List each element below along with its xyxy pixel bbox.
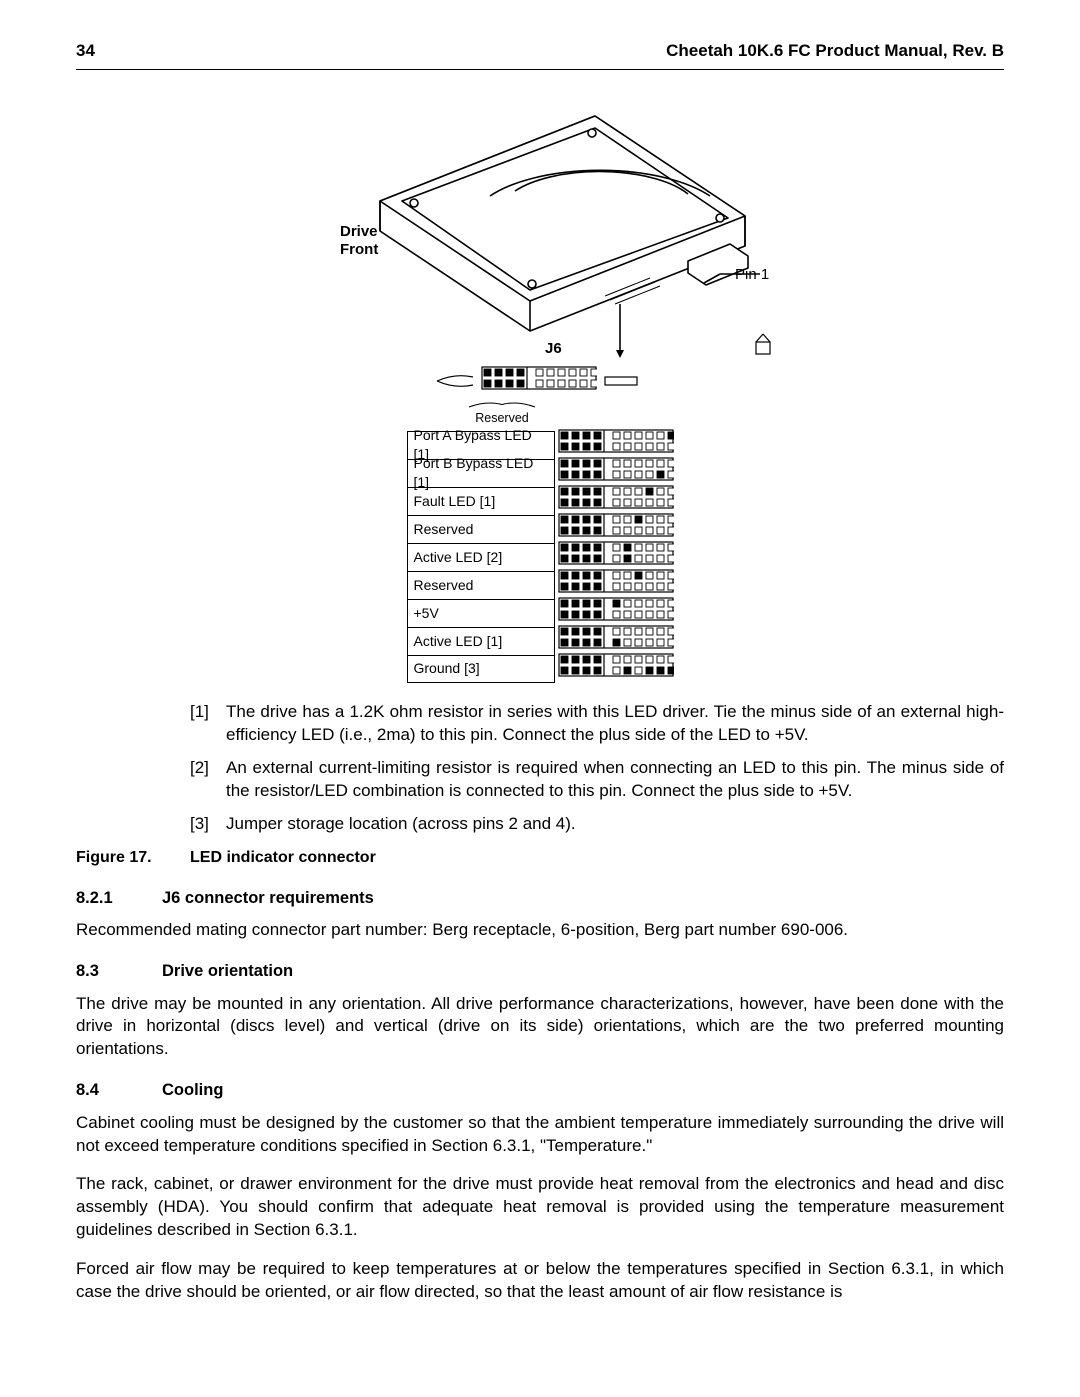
pin-row-label: Port B Bypass LED [1] [407,459,555,487]
note-number: [3] [190,813,226,836]
figure-number: Figure 17. [76,847,190,869]
figure-17: Drive Front J6 Pin 1 Reserved [76,106,1004,683]
page-header: 34 Cheetah 10K.6 FC Product Manual, Rev.… [76,40,1004,70]
j6-top-pattern [481,366,597,397]
section-8-2-1-head: 8.2.1 J6 connector requirements [76,887,1004,909]
figure-notes: [1]The drive has a 1.2K ohm resistor in … [190,701,1004,836]
label-front: Front [340,241,378,258]
note-text: Jumper storage location (across pins 2 a… [226,813,1004,836]
pin-row-pattern [558,485,674,516]
pin-row: Fault LED [1] [407,487,674,515]
section-8-3-head: 8.3 Drive orientation [76,960,1004,982]
pin-row-label: Reserved [407,571,555,599]
figure-title: LED indicator connector [190,847,376,869]
drive-isometric-diagram: Drive Front J6 Pin 1 [290,106,790,366]
pin-row-pattern [558,625,674,656]
pin-row-label: Active LED [1] [407,627,555,655]
pin-row: Ground [3] [407,655,674,683]
pin-row: Reserved [407,515,674,543]
pin-row-label: +5V [407,599,555,627]
note-text: The drive has a 1.2K ohm resistor in ser… [226,701,1004,747]
pin-row-pattern [558,513,674,544]
pin-row-pattern [558,597,674,628]
note-number: [1] [190,701,226,747]
j6-block [435,366,645,397]
pin-row-label: Fault LED [1] [407,487,555,515]
label-pin1: Pin 1 [735,266,769,283]
pin-row: Active LED [2] [407,543,674,571]
brace-icon [467,399,537,409]
label-j6: J6 [545,340,562,357]
section-8-2-1-body: Recommended mating connector part number… [76,919,1004,942]
pin-row: +5V [407,599,674,627]
figure-note: [3]Jumper storage location (across pins … [190,813,1004,836]
section-8-4-body-1: Cabinet cooling must be designed by the … [76,1112,1004,1158]
note-number: [2] [190,757,226,803]
pin-row-label: Reserved [407,515,555,543]
pin-row-pattern [558,429,674,460]
pin-legend: Port A Bypass LED [1]Port B Bypass LED [… [407,431,674,683]
label-drive: Drive [340,223,378,240]
pin-row-label: Ground [3] [407,655,555,683]
section-8-4-body-2: The rack, cabinet, or drawer environment… [76,1173,1004,1242]
pin-row-pattern [558,541,674,572]
pin-row-label: Active LED [2] [407,543,555,571]
page-number: 34 [76,40,95,63]
section-8-4-body-3: Forced air flow may be required to keep … [76,1258,1004,1304]
pin-row: Port B Bypass LED [1] [407,459,674,487]
section-8-3-body: The drive may be mounted in any orientat… [76,993,1004,1062]
brace-left-icon [435,367,475,395]
figure-note: [2]An external current-limiting resistor… [190,757,1004,803]
figure-caption: Figure 17. LED indicator connector [76,847,1004,869]
page-container: 34 Cheetah 10K.6 FC Product Manual, Rev.… [0,0,1080,1380]
pin-row-pattern [558,569,674,600]
pin-row-pattern [558,653,674,684]
note-text: An external current-limiting resistor is… [226,757,1004,803]
stub-right-icon [603,367,645,395]
section-8-4-head: 8.4 Cooling [76,1079,1004,1101]
manual-title: Cheetah 10K.6 FC Product Manual, Rev. B [666,40,1004,63]
figure-note: [1]The drive has a 1.2K ohm resistor in … [190,701,1004,747]
pin-row: Reserved [407,571,674,599]
reserved-brace: Reserved [417,399,587,427]
pin-row-pattern [558,457,674,488]
pin-row: Active LED [1] [407,627,674,655]
